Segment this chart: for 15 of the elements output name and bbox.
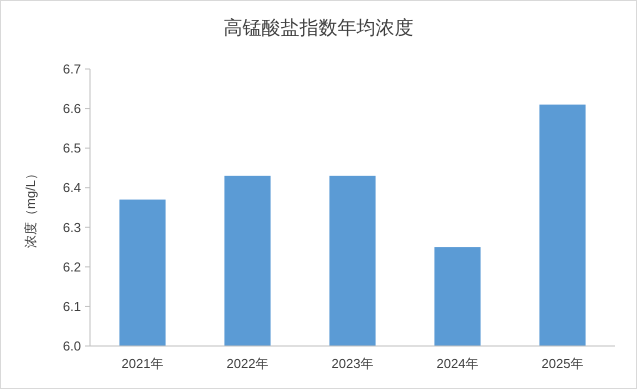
x-tick-label: 2024年 <box>436 356 478 371</box>
y-tick-label: 6.6 <box>62 101 81 116</box>
y-tick-label: 6.0 <box>62 338 81 354</box>
y-tick-label: 6.3 <box>62 220 81 235</box>
y-tick-label: 6.1 <box>62 298 81 314</box>
y-tick-label: 6.4 <box>62 180 81 196</box>
y-tick-label: 6.5 <box>62 140 81 156</box>
x-tick-label: 2025年 <box>542 356 584 371</box>
x-tick-label: 2022年 <box>226 356 268 371</box>
y-tick-label: 6.7 <box>62 62 81 76</box>
chart-title: 高锰酸盐指数年均浓度 <box>224 17 414 39</box>
y-axis-title: 浓度（mg/L） <box>23 167 38 248</box>
x-tick-label: 2021年 <box>122 356 164 371</box>
y-tick-label: 6.2 <box>62 259 81 274</box>
x-tick-label: 2023年 <box>332 356 374 371</box>
